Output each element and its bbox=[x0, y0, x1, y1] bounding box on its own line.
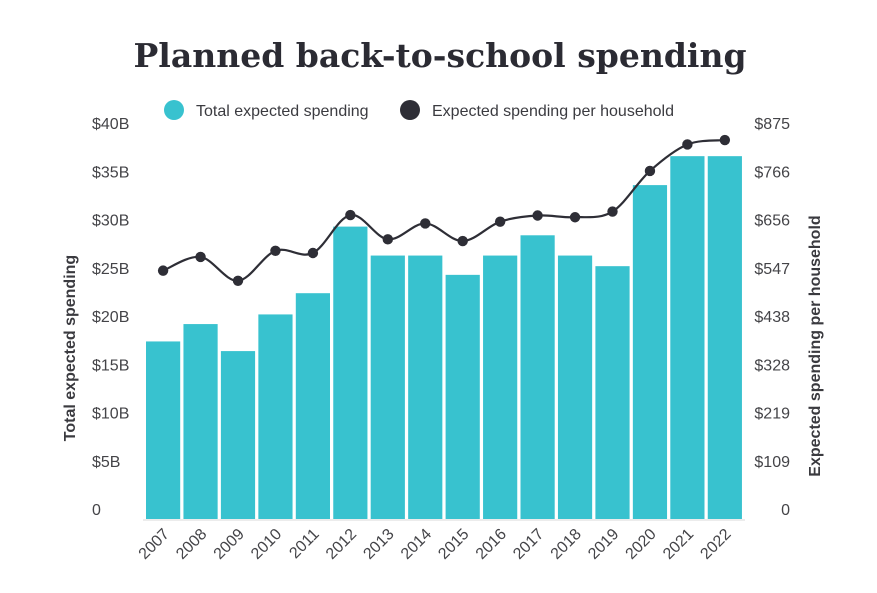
bar-2020 bbox=[632, 185, 668, 520]
bar-2019 bbox=[595, 266, 630, 519]
x-tick-label: 2020 bbox=[623, 526, 660, 563]
legend: Total expected spending Expected spendin… bbox=[164, 100, 674, 120]
left-tick-label: $40B bbox=[92, 116, 129, 133]
right-tick-label: $109 bbox=[754, 454, 790, 471]
x-tick-label: 2013 bbox=[360, 526, 397, 563]
bar-2010 bbox=[258, 314, 293, 519]
legend-label-total: Total expected spending bbox=[196, 103, 369, 120]
bar-2018 bbox=[557, 255, 593, 519]
point-2015 bbox=[457, 235, 468, 247]
point-2022 bbox=[719, 134, 731, 146]
bar-2008 bbox=[183, 324, 218, 519]
right-tick-label: $438 bbox=[754, 309, 790, 326]
point-2021 bbox=[682, 139, 693, 150]
x-tick-label: 2012 bbox=[323, 526, 360, 563]
bar-2013 bbox=[370, 255, 405, 519]
x-tick-label: 2010 bbox=[248, 526, 285, 563]
left-tick-label: 0 bbox=[92, 502, 101, 519]
x-tick-label: 2008 bbox=[173, 526, 210, 563]
right-axis-label: Expected spending per household bbox=[807, 215, 824, 476]
right-tick-label: $766 bbox=[754, 164, 790, 181]
point-2009 bbox=[232, 275, 244, 286]
right-tick-label: $656 bbox=[754, 213, 790, 230]
left-axis-label: Total expected spending bbox=[62, 255, 79, 441]
chart-title: Planned back-to-school spending bbox=[133, 36, 746, 75]
bar-2009 bbox=[220, 351, 256, 519]
bar-2015 bbox=[445, 274, 480, 519]
point-2007 bbox=[157, 265, 169, 276]
x-tick-label: 2015 bbox=[435, 526, 472, 563]
x-tick-label: 2017 bbox=[510, 526, 547, 563]
left-tick-label: $35B bbox=[92, 164, 129, 181]
left-axis-ticks: 0 $5B $10B $15B $20B $25B $30B $35B $40B bbox=[92, 116, 129, 519]
x-axis-ticks: 2007 2008 2009 2010 2011 2012 2013 2014 2015 2016… bbox=[136, 526, 735, 563]
left-tick-label: $5B bbox=[92, 454, 120, 471]
bar-2012 bbox=[333, 226, 368, 520]
right-axis-ticks: 0 $109 $219 $328 $438 $547 $656 $766 $875 bbox=[754, 116, 790, 519]
right-tick-label: $547 bbox=[754, 261, 790, 278]
legend-marker-total bbox=[164, 100, 184, 120]
bar-2022 bbox=[707, 156, 742, 519]
right-tick-label: $875 bbox=[754, 116, 790, 133]
point-2020 bbox=[644, 165, 656, 177]
left-tick-label: $10B bbox=[92, 406, 129, 423]
left-tick-label: $20B bbox=[92, 309, 129, 326]
per-household-points bbox=[157, 134, 731, 286]
bar-2014 bbox=[408, 255, 443, 519]
x-tick-label: 2014 bbox=[398, 526, 435, 563]
bar-series bbox=[146, 156, 742, 520]
left-tick-label: $30B bbox=[92, 213, 129, 230]
bar-2017 bbox=[520, 235, 555, 520]
left-tick-label: $25B bbox=[92, 261, 129, 278]
point-2014 bbox=[420, 218, 431, 229]
x-tick-label: 2021 bbox=[660, 526, 697, 563]
point-2013 bbox=[382, 234, 393, 245]
point-2011 bbox=[307, 247, 319, 259]
point-2012 bbox=[345, 209, 356, 221]
point-2019 bbox=[607, 206, 618, 217]
point-2010 bbox=[270, 245, 281, 256]
per-household-line bbox=[162, 138, 725, 282]
x-tick-label: 2009 bbox=[211, 526, 248, 563]
x-tick-label: 2019 bbox=[585, 526, 622, 563]
legend-label-per-household: Expected spending per household bbox=[432, 103, 674, 120]
point-2018 bbox=[569, 212, 581, 223]
bar-2007 bbox=[146, 341, 181, 519]
bar-2021 bbox=[670, 156, 705, 519]
right-tick-label: $328 bbox=[754, 357, 790, 374]
left-tick-label: $15B bbox=[92, 357, 129, 374]
x-tick-label: 2018 bbox=[548, 526, 585, 563]
x-tick-label: 2011 bbox=[286, 526, 322, 562]
x-tick-label: 2016 bbox=[473, 526, 510, 563]
x-tick-label: 2007 bbox=[136, 526, 173, 563]
bar-2011 bbox=[295, 293, 330, 519]
point-2008 bbox=[195, 251, 206, 263]
legend-marker-per-household bbox=[400, 100, 420, 120]
x-tick-label: 2022 bbox=[697, 526, 734, 563]
right-tick-label: $219 bbox=[754, 406, 790, 423]
right-tick-label: 0 bbox=[781, 502, 790, 519]
bar-2016 bbox=[483, 255, 518, 519]
point-2017 bbox=[532, 210, 543, 221]
point-2016 bbox=[494, 216, 506, 227]
